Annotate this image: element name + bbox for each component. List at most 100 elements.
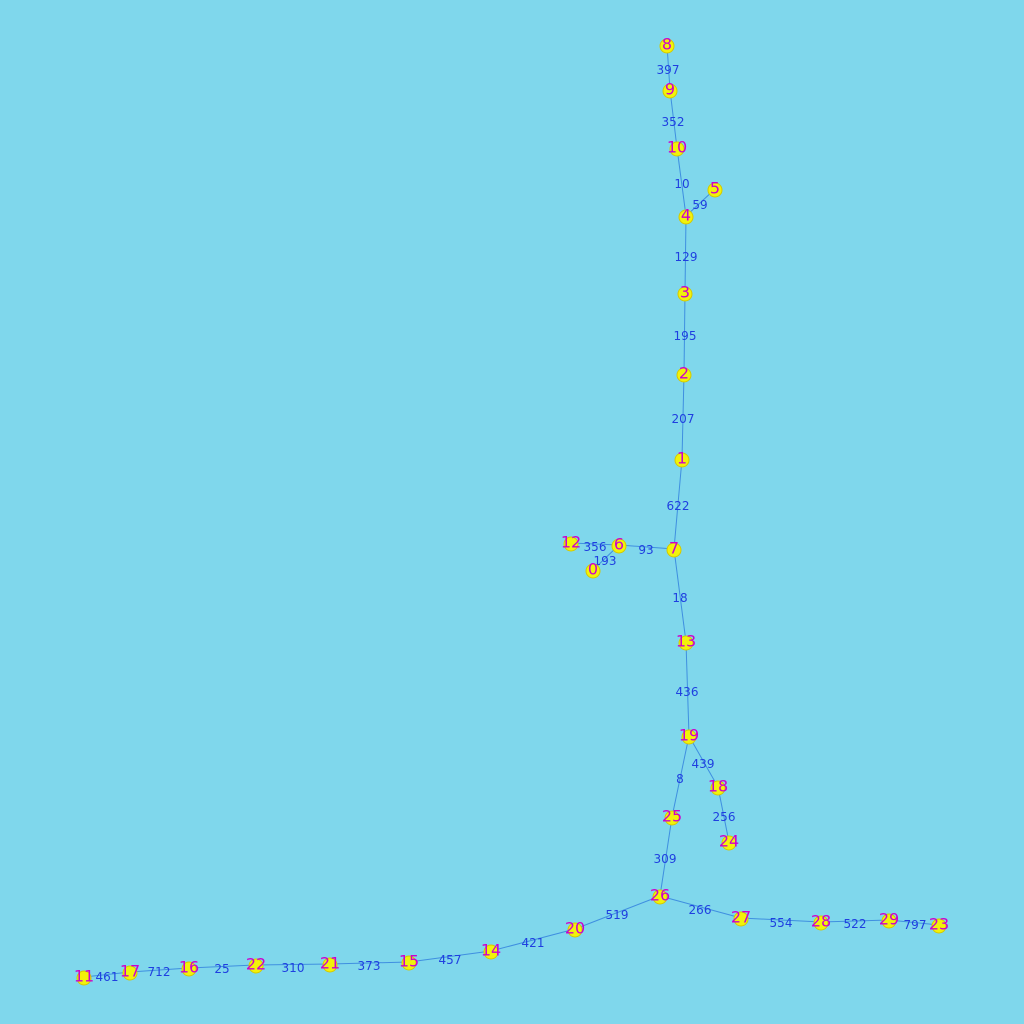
graph-node-3[interactable]: 3 xyxy=(677,283,693,302)
graph-node-14[interactable]: 14 xyxy=(481,941,501,960)
edge-4-3 xyxy=(684,215,687,294)
edge-27-28 xyxy=(740,917,822,923)
node-dot xyxy=(676,367,692,383)
edge-weight-label: 373 xyxy=(358,959,381,973)
edge-weight-label: 207 xyxy=(672,412,695,426)
edge-weight-label: 310 xyxy=(282,961,305,975)
node-label: 19 xyxy=(679,726,699,745)
graph-node-26[interactable]: 26 xyxy=(650,886,670,905)
edge-22-16 xyxy=(188,964,257,969)
node-label: 15 xyxy=(399,952,419,971)
node-label: 20 xyxy=(565,919,585,938)
graph-node-1[interactable]: 1 xyxy=(674,449,690,468)
graph-node-27[interactable]: 27 xyxy=(731,908,751,927)
graph-node-15[interactable]: 15 xyxy=(399,952,419,971)
graph-node-9[interactable]: 9 xyxy=(662,80,678,99)
graph-node-16[interactable]: 16 xyxy=(179,958,199,977)
node-dot xyxy=(567,922,583,938)
node-label: 23 xyxy=(929,915,949,934)
edge-1-7 xyxy=(673,458,683,550)
edge-15-21 xyxy=(329,961,410,965)
edge-weight-label: 309 xyxy=(654,852,677,866)
edge-weight-label: 797 xyxy=(904,918,927,932)
node-label: 21 xyxy=(320,954,340,973)
node-dot xyxy=(659,38,675,54)
node-dot xyxy=(881,913,897,929)
node-label: 6 xyxy=(614,535,624,554)
graph-node-7[interactable]: 7 xyxy=(666,539,682,558)
graph-node-25[interactable]: 25 xyxy=(662,807,682,826)
node-dot xyxy=(563,536,579,552)
node-dot xyxy=(681,729,697,745)
edge-weight-label: 439 xyxy=(692,757,715,771)
graph-node-12[interactable]: 12 xyxy=(561,533,581,552)
edge-weight-label: 436 xyxy=(676,685,699,699)
edge-21-22 xyxy=(255,963,331,966)
graph-node-5[interactable]: 5 xyxy=(707,179,723,198)
edge-weight-label: 193 xyxy=(594,554,617,568)
graph-node-0[interactable]: 0 xyxy=(585,560,601,579)
edge-weight-label: 356 xyxy=(584,540,607,554)
graph-node-23[interactable]: 23 xyxy=(929,915,949,934)
node-label: 18 xyxy=(708,777,728,796)
node-dot xyxy=(733,911,749,927)
graph-node-24[interactable]: 24 xyxy=(719,832,739,851)
edge-7-13 xyxy=(673,548,687,643)
edge-9-10 xyxy=(669,89,678,149)
node-dot xyxy=(122,965,138,981)
graph-node-19[interactable]: 19 xyxy=(679,726,699,745)
node-label: 24 xyxy=(719,832,739,851)
graph-node-20[interactable]: 20 xyxy=(565,919,585,938)
node-label: 7 xyxy=(669,539,679,558)
graph-node-28[interactable]: 28 xyxy=(811,912,831,931)
node-label: 4 xyxy=(681,206,691,225)
node-label: 2 xyxy=(679,364,689,383)
graph-node-6[interactable]: 6 xyxy=(611,535,627,554)
edge-weight-label: 8 xyxy=(676,772,684,786)
edge-weight-label: 59 xyxy=(692,198,707,212)
graph-node-10[interactable]: 10 xyxy=(667,138,687,157)
graph-node-17[interactable]: 17 xyxy=(120,962,140,981)
graph-node-13[interactable]: 13 xyxy=(676,632,696,651)
node-label: 16 xyxy=(179,958,199,977)
graph-node-2[interactable]: 2 xyxy=(676,364,692,383)
edge-26-20 xyxy=(574,895,661,930)
graph-node-4[interactable]: 4 xyxy=(678,206,694,225)
graph-node-11[interactable]: 11 xyxy=(74,967,94,986)
node-dot xyxy=(721,835,737,851)
node-dot xyxy=(813,915,829,931)
node-label: 11 xyxy=(74,967,94,986)
edge-weight-label: 195 xyxy=(674,329,697,343)
node-dot xyxy=(707,182,723,198)
node-dot xyxy=(664,810,680,826)
node-label: 26 xyxy=(650,886,670,905)
node-dot xyxy=(678,635,694,651)
node-label: 10 xyxy=(667,138,687,157)
edge-weight-label: 352 xyxy=(662,115,685,129)
node-dot xyxy=(611,538,627,554)
edge-6-7 xyxy=(618,544,675,550)
graph-node-22[interactable]: 22 xyxy=(246,955,266,974)
edge-weight-label: 712 xyxy=(148,965,171,979)
graph-node-29[interactable]: 29 xyxy=(879,910,899,929)
node-dot xyxy=(652,889,668,905)
graph-node-21[interactable]: 21 xyxy=(320,954,340,973)
edge-29-23 xyxy=(888,919,940,926)
edge-weight-label: 266 xyxy=(689,903,712,917)
edge-weight-label: 397 xyxy=(657,63,680,77)
graph-node-18[interactable]: 18 xyxy=(708,777,728,796)
edge-17-11 xyxy=(83,971,131,978)
node-label: 12 xyxy=(561,533,581,552)
node-label: 27 xyxy=(731,908,751,927)
node-label: 0 xyxy=(588,560,598,579)
node-dot xyxy=(76,970,92,986)
node-label: 5 xyxy=(710,179,720,198)
graph-node-8[interactable]: 8 xyxy=(659,35,675,54)
edge-3-2 xyxy=(683,292,686,375)
node-dot xyxy=(401,955,417,971)
node-dot xyxy=(585,563,601,579)
edge-16-17 xyxy=(129,967,190,973)
node-label: 29 xyxy=(879,910,899,929)
